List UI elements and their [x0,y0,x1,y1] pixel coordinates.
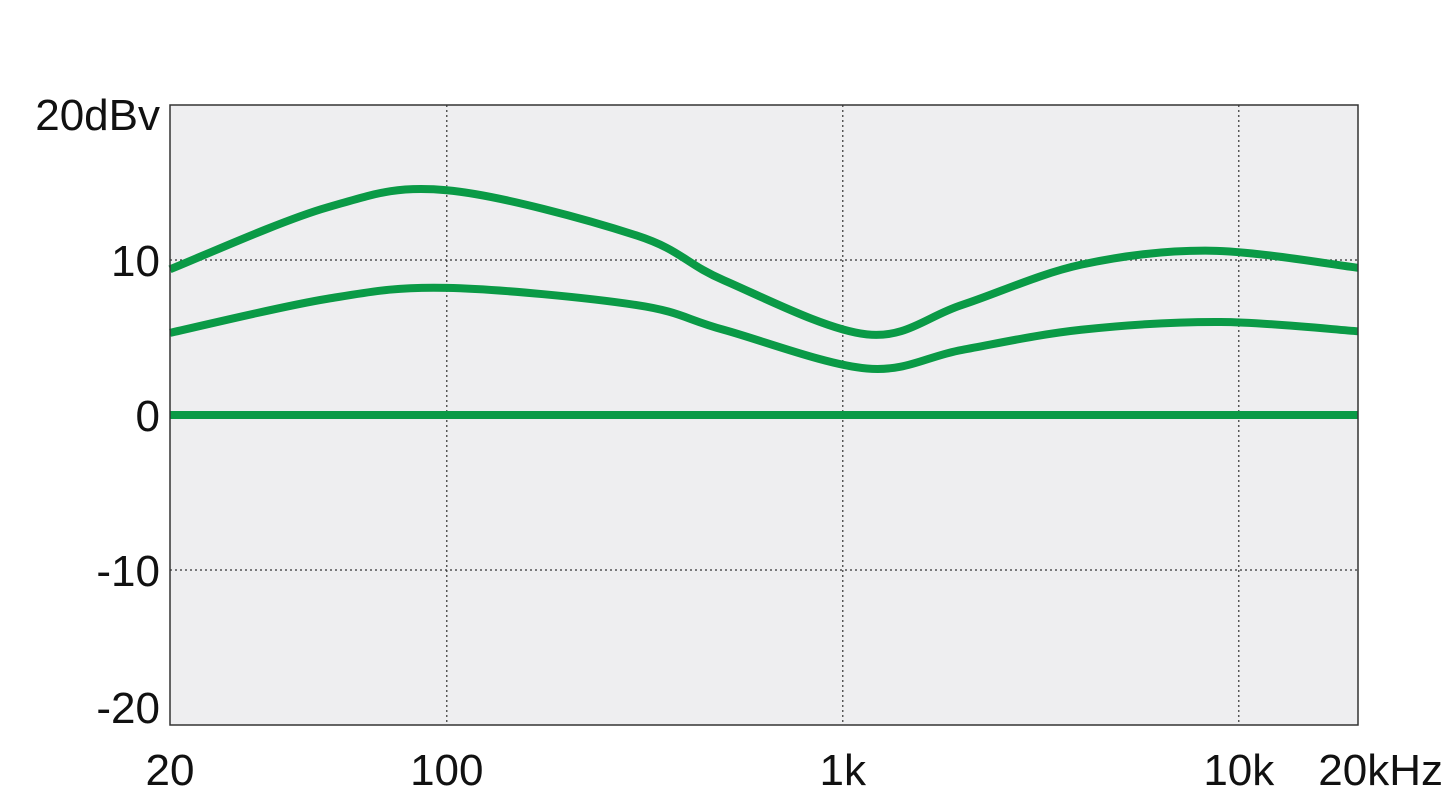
series-line-1 [168,184,1359,339]
x-tick-label: 20kHz [1318,746,1443,795]
y-tick-label: 10 [111,237,160,286]
x-tick-label: 20 [146,746,195,795]
y-tick-label: -10 [96,547,160,596]
series-line-2 [169,283,1359,373]
plot-frame [169,104,1359,726]
y-tick-label: 20dBv [35,91,160,140]
y-tick-label: -20 [96,684,160,733]
x-tick-label: 1k [820,746,867,795]
y-tick-label: 0 [136,392,160,441]
x-tick-label: 10k [1203,746,1275,795]
x-tick-label: 100 [410,746,483,795]
